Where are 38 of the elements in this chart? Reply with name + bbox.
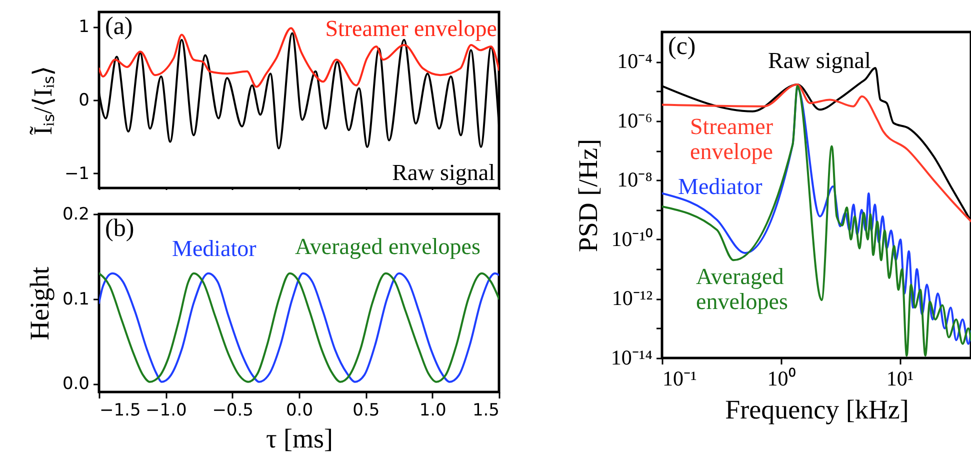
series-label: Streamer envelope [325,16,497,41]
y-tick-label: 10⁻¹⁴ [610,346,652,370]
x-tick-label: 10⁰ [767,366,796,390]
annotation: (c) [668,33,696,60]
y-tick-label: −1 [64,164,90,184]
y-tick-label: 10⁻⁴ [617,49,652,74]
y-tick-label: 0 [78,90,90,110]
x-tick-label: 0.5 [352,400,380,420]
x-tick-label: −1.5 [100,400,141,420]
line-series [99,272,499,383]
x-tick-label: 1.5 [472,400,500,420]
series-label: Averaged envelopes [295,234,480,259]
series-label: Raw signal [768,48,871,73]
x-axis-title: Frequency [kHz] [725,394,909,424]
series-label: Mediator [172,236,257,261]
series-label: Mediator [678,174,763,199]
y-tick-label: 10⁻¹² [612,286,652,310]
y-tick-label: 10⁻¹⁰ [611,226,652,251]
annotation: (a) [105,13,133,40]
y-tick-label: 10⁻⁶ [617,108,652,132]
x-tick-label: −0.5 [212,400,254,420]
x-axis-title: τ [ms] [266,424,334,454]
y-tick-label: 0.1 [62,289,90,310]
y-axis-title: PSD [/Hz] [572,138,603,252]
series-label: Streamer envelope [690,114,774,164]
x-tick-label: −1.0 [146,400,187,420]
x-tick-label: 10¹ [886,366,914,390]
annotation: (b) [105,215,134,242]
y-axis-title: Height [24,266,54,340]
x-tick-label: 1.0 [419,400,446,420]
series-label: Averaged envelopes [696,264,788,314]
y-tick-label: 1 [78,17,90,38]
x-tick-label: 10⁻¹ [662,366,697,390]
y-axis-title: Ĩᵢₛ/⟨Iᵢₛ⟩ [28,66,58,136]
x-tick-label: 0.0 [286,400,314,420]
series-label: Raw signal [392,160,495,185]
y-tick-label: 10⁻⁸ [617,168,652,192]
y-tick-label: 0.2 [62,204,90,224]
